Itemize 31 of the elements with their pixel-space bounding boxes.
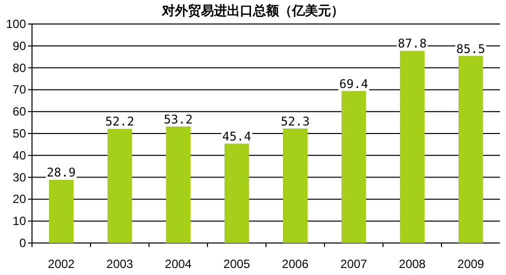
y-tick-label: 90: [12, 38, 26, 53]
data-label: 87.8: [398, 36, 427, 51]
chart-title: 对外贸易进出口总额（亿美元）: [161, 3, 344, 18]
x-tick-label: 2008: [398, 257, 426, 271]
data-label: 45.4: [222, 130, 252, 144]
x-tick-label: 2003: [106, 257, 134, 271]
x-tick-label: 2005: [223, 257, 250, 271]
y-tick-label: 70: [12, 82, 26, 97]
data-label: 52.2: [105, 114, 134, 129]
x-tick-label: 2004: [164, 257, 192, 271]
y-tick-label: 50: [12, 126, 26, 140]
y-tick-label: 20: [12, 192, 26, 206]
bar: [282, 128, 308, 243]
x-tick-label: 2002: [48, 257, 75, 271]
bar: [107, 128, 132, 243]
x-tick-label: 2009: [457, 257, 484, 271]
data-label: 53.2: [164, 112, 193, 126]
y-tick-label: 40: [12, 148, 26, 162]
x-tick-label: 2006: [282, 257, 309, 271]
x-tick-label: 2007: [340, 257, 368, 271]
y-tick-label: 80: [12, 60, 26, 75]
data-label: 52.3: [280, 114, 310, 128]
bar: [166, 126, 191, 243]
y-tick-label: 60: [12, 104, 26, 119]
y-tick-label: 10: [12, 214, 26, 228]
y-tick-label: 0: [19, 236, 26, 250]
data-label: 28.9: [46, 166, 76, 180]
data-label: 69.4: [339, 77, 368, 92]
data-label: 85.5: [456, 42, 486, 56]
y-tick-label: 100: [6, 17, 26, 31]
y-tick-label: 30: [12, 170, 26, 184]
